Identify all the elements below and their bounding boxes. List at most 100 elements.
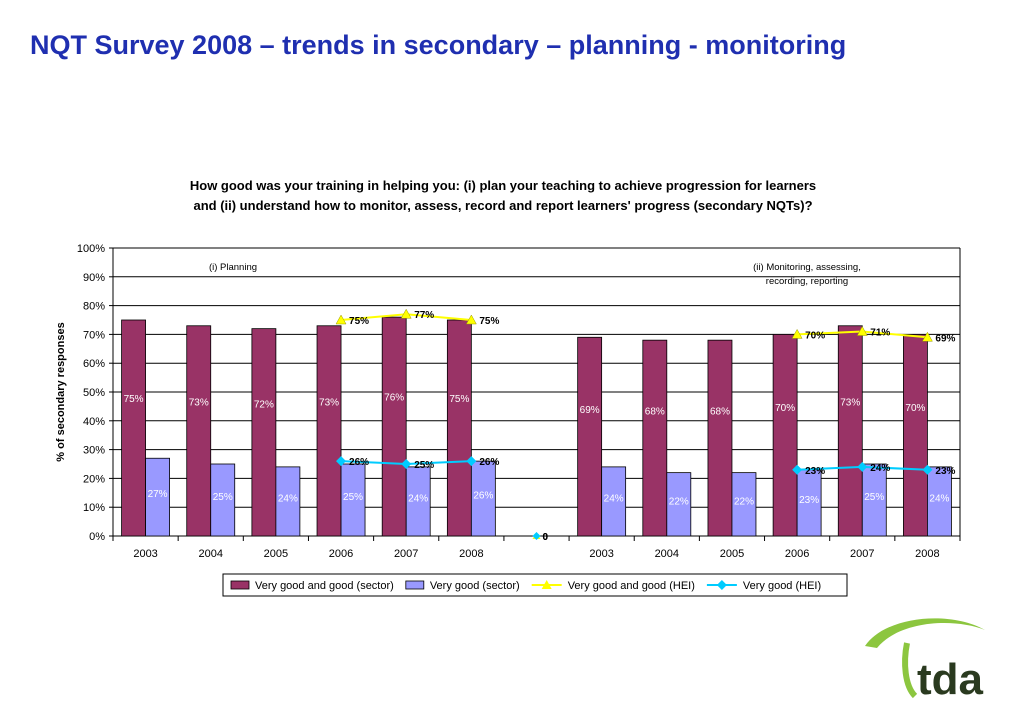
diamond-marker xyxy=(857,461,868,472)
bar xyxy=(251,328,277,537)
line-data-label: 26% xyxy=(349,457,369,468)
y-tick-label: 70% xyxy=(83,329,105,341)
bar xyxy=(772,333,798,537)
y-tick-label: 100% xyxy=(77,243,105,255)
bar-data-label: 24% xyxy=(604,493,624,504)
bar-data-label: 73% xyxy=(840,398,860,409)
bar xyxy=(275,466,301,537)
triangle-marker xyxy=(335,314,347,325)
x-tick-label: 2005 xyxy=(264,548,288,560)
y-tick-label: 60% xyxy=(83,358,105,370)
x-tick-label: 2003 xyxy=(589,548,613,560)
diamond-marker xyxy=(466,456,477,467)
diamond-marker xyxy=(792,464,803,475)
chart-title-line: and (ii) understand how to monitor, asse… xyxy=(193,198,812,213)
legend-marker xyxy=(716,580,727,590)
group-label-planning: (i) Planning xyxy=(209,262,257,273)
bar xyxy=(666,472,692,537)
slide-title: NQT Survey 2008 – trends in secondary – … xyxy=(30,30,847,60)
bar xyxy=(316,325,342,537)
bar xyxy=(577,336,603,537)
x-tick-label: 2006 xyxy=(785,548,809,560)
legend-label: Very good (sector) xyxy=(430,580,520,592)
diamond-marker xyxy=(922,464,933,475)
y-tick-label: 10% xyxy=(83,502,105,514)
bar-data-label: 70% xyxy=(775,403,795,414)
x-tick-label: 2004 xyxy=(198,548,222,560)
line-data-label: 71% xyxy=(870,328,890,339)
bar xyxy=(601,466,627,537)
bar-data-label: 24% xyxy=(929,493,949,504)
y-tick-label: 50% xyxy=(83,387,105,399)
line-data-label: 23% xyxy=(805,466,825,477)
triangle-marker xyxy=(856,326,868,336)
legend-label: Very good and good (HEI) xyxy=(568,580,695,592)
triangle-marker xyxy=(400,308,412,319)
x-tick-label: 2008 xyxy=(459,548,483,560)
bar-data-label: 69% xyxy=(580,405,600,416)
logo-text: tda xyxy=(917,655,984,700)
bar-data-label: 25% xyxy=(213,492,233,503)
bar xyxy=(121,319,146,537)
line-data-label: 0 xyxy=(543,532,549,543)
bar-data-label: 23% xyxy=(799,495,819,506)
line-data-label: 77% xyxy=(414,310,434,321)
bar xyxy=(446,319,472,537)
line-data-label: 0 xyxy=(543,532,549,543)
bar-data-label: 22% xyxy=(734,496,754,507)
line-data-label: 23% xyxy=(935,466,955,477)
bar-data-label: 70% xyxy=(905,403,925,414)
bar xyxy=(642,339,668,537)
group-label-monitoring: recording, reporting xyxy=(766,276,848,287)
triangle-marker xyxy=(921,331,933,342)
bar xyxy=(381,316,407,537)
bar-data-label: 26% xyxy=(473,491,493,502)
line-data-label: 69% xyxy=(935,333,955,344)
x-tick-label: 2008 xyxy=(915,548,939,560)
bar xyxy=(903,333,928,537)
x-tick-label: 2003 xyxy=(133,548,157,560)
legend-swatch xyxy=(230,580,250,590)
y-tick-label: 0% xyxy=(89,531,105,543)
legend-marker xyxy=(541,580,552,589)
triangle-marker xyxy=(791,328,803,339)
bar xyxy=(210,463,236,537)
diamond-marker xyxy=(532,532,541,540)
bar-data-label: 68% xyxy=(645,407,665,418)
line-data-label: 25% xyxy=(414,460,434,471)
bar-data-label: 25% xyxy=(343,492,363,503)
bar xyxy=(731,472,757,537)
bar xyxy=(405,466,431,537)
bar-data-label: 24% xyxy=(408,493,428,504)
bar xyxy=(861,463,887,537)
bar xyxy=(707,339,733,537)
y-tick-label: 30% xyxy=(83,445,105,457)
bar-data-label: 25% xyxy=(864,492,884,503)
x-tick-label: 2006 xyxy=(329,548,353,560)
x-tick-label: 2005 xyxy=(720,548,744,560)
legend-swatch xyxy=(405,580,425,590)
bar-data-label: 24% xyxy=(278,493,298,504)
y-tick-label: 90% xyxy=(83,272,105,284)
y-tick-label: 80% xyxy=(83,301,105,313)
bar-data-label: 27% xyxy=(148,489,168,500)
bar xyxy=(186,325,212,537)
bar-data-label: 68% xyxy=(710,407,730,418)
line-data-label: 24% xyxy=(870,463,890,474)
bar-data-label: 73% xyxy=(319,398,339,409)
line-data-label: 75% xyxy=(479,316,499,327)
line-data-label: 70% xyxy=(805,330,825,341)
diamond-marker xyxy=(401,459,412,469)
legend-label: Very good and good (sector) xyxy=(255,580,394,592)
legend-label: Very good (HEI) xyxy=(743,580,821,592)
bar-data-label: 76% xyxy=(384,392,404,403)
triangle-marker xyxy=(465,314,477,325)
bar-data-label: 75% xyxy=(449,394,469,405)
bar xyxy=(837,325,863,537)
logo-swoosh xyxy=(865,618,985,648)
diamond-marker xyxy=(336,456,347,467)
x-tick-label: 2007 xyxy=(850,548,874,560)
bar-data-label: 72% xyxy=(254,399,274,410)
line-data-label: 26% xyxy=(479,457,499,468)
